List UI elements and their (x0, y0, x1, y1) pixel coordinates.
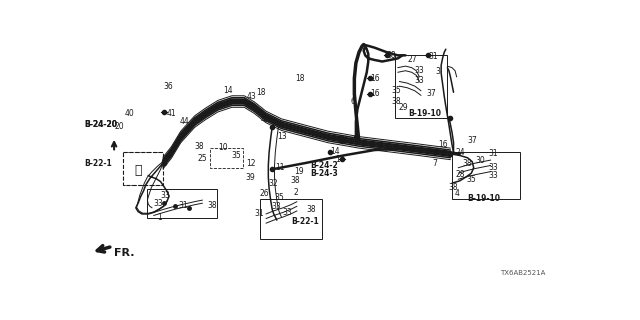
Text: 33: 33 (154, 199, 163, 208)
Text: 19: 19 (294, 167, 303, 176)
Text: 25: 25 (197, 154, 207, 163)
Text: 32: 32 (268, 179, 278, 188)
Text: 31: 31 (488, 149, 498, 158)
Text: 39: 39 (245, 172, 255, 181)
Text: 28: 28 (455, 170, 465, 179)
Text: ⬜: ⬜ (134, 164, 142, 177)
Text: 14: 14 (223, 86, 233, 95)
Text: 38: 38 (208, 201, 218, 210)
Text: B-22-1: B-22-1 (291, 217, 319, 226)
Text: 41: 41 (167, 109, 177, 118)
Text: B-24-3: B-24-3 (310, 169, 338, 178)
Text: TX6AB2521A: TX6AB2521A (500, 269, 545, 276)
Bar (260, 198, 322, 239)
Text: 16: 16 (370, 74, 380, 83)
Text: 38: 38 (291, 176, 300, 185)
Text: 3: 3 (436, 67, 440, 76)
Text: 13: 13 (278, 132, 287, 141)
Text: 36: 36 (164, 82, 173, 91)
Text: 29: 29 (399, 103, 408, 112)
Text: 12: 12 (246, 159, 255, 168)
Text: 4: 4 (455, 189, 460, 198)
Text: 24: 24 (455, 148, 465, 157)
Text: 26: 26 (259, 189, 269, 198)
Text: 38: 38 (307, 205, 316, 214)
Text: 38: 38 (448, 182, 458, 191)
Text: B-24-20: B-24-20 (84, 120, 118, 129)
Text: 31: 31 (428, 52, 438, 60)
Text: FR.: FR. (114, 248, 134, 258)
Bar (395, 55, 447, 118)
Text: 42: 42 (260, 115, 270, 124)
Text: 18: 18 (296, 74, 305, 83)
Text: 16: 16 (370, 89, 380, 98)
Text: B-22-1: B-22-1 (84, 159, 113, 168)
Text: 18: 18 (257, 88, 266, 97)
Text: 44: 44 (179, 117, 189, 126)
Text: 35: 35 (392, 86, 401, 95)
Text: 11: 11 (275, 163, 285, 172)
Text: 33: 33 (488, 171, 498, 180)
Text: 1: 1 (157, 212, 163, 221)
Text: 38: 38 (392, 97, 401, 106)
Text: 43: 43 (246, 92, 257, 101)
Text: B-24-2: B-24-2 (310, 161, 338, 170)
Text: 7: 7 (433, 159, 438, 168)
Text: 31: 31 (179, 201, 188, 210)
Bar (452, 152, 520, 198)
Text: 33: 33 (488, 163, 498, 172)
Text: 31: 31 (254, 209, 264, 218)
Bar (210, 148, 243, 168)
Text: 35: 35 (232, 151, 242, 160)
Text: 14: 14 (330, 147, 340, 156)
Text: 20: 20 (114, 123, 124, 132)
Text: 2: 2 (293, 188, 298, 197)
Bar (123, 152, 163, 185)
Text: 17: 17 (335, 136, 344, 145)
Text: 27: 27 (407, 55, 417, 64)
Text: 38: 38 (463, 159, 472, 168)
Text: 35: 35 (275, 193, 284, 202)
Text: 16: 16 (438, 140, 447, 149)
Text: 33: 33 (415, 66, 424, 75)
Text: B-19-10: B-19-10 (467, 194, 500, 203)
Text: 17: 17 (335, 155, 344, 164)
Text: 40: 40 (124, 109, 134, 118)
Text: 38: 38 (195, 142, 204, 151)
Text: 38: 38 (386, 51, 396, 60)
Text: 33: 33 (161, 191, 170, 200)
Text: 10: 10 (218, 143, 228, 152)
Text: 6: 6 (351, 97, 355, 106)
Text: 37: 37 (467, 136, 477, 145)
Text: 30: 30 (476, 156, 485, 164)
Text: 35: 35 (466, 175, 476, 184)
Text: 37: 37 (426, 89, 436, 98)
Text: B-24-20: B-24-20 (84, 120, 118, 129)
Text: 33: 33 (282, 208, 292, 217)
Bar (147, 188, 217, 218)
Text: B-19-10: B-19-10 (408, 108, 442, 117)
Text: 33: 33 (271, 202, 281, 211)
Text: 33: 33 (415, 76, 424, 85)
